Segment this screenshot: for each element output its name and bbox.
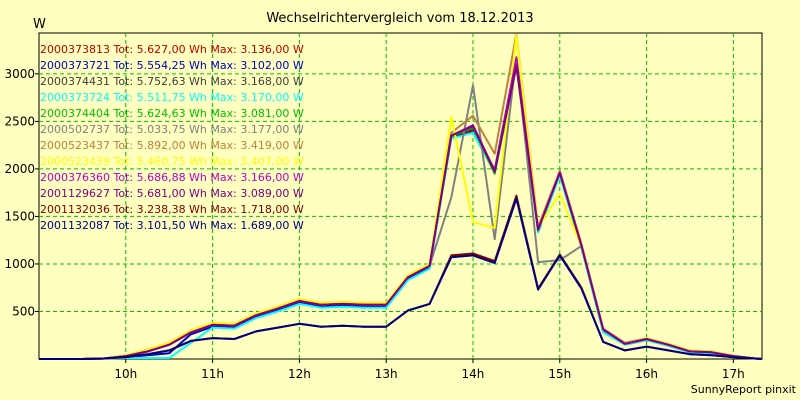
legend-entry: 2001132036 Tot: 3.238,38 Wh Max: 1.718,0…	[40, 203, 304, 216]
y-tick-label: 2500	[4, 114, 35, 128]
x-tick-label: 17h	[722, 367, 745, 381]
legend-entry: 2000373721 Tot: 5.554,25 Wh Max: 3.102,0…	[40, 59, 304, 72]
legend-entry: 2000373813 Tot: 5.627,00 Wh Max: 3.136,0…	[40, 43, 304, 56]
legend-entry: 2000374404 Tot: 5.624,63 Wh Max: 3.081,0…	[40, 107, 304, 120]
legend-entry: 2000376360 Tot: 5.686,88 Wh Max: 3.166,0…	[40, 171, 304, 184]
y-tick-label: 2000	[4, 162, 35, 176]
x-tick-label: 12h	[288, 367, 311, 381]
legend-entry: 2000502737 Tot: 5.033,75 Wh Max: 3.177,0…	[40, 123, 304, 136]
x-tick-label: 13h	[375, 367, 398, 381]
y-axis-label: W	[33, 17, 46, 32]
x-tick-label: 15h	[548, 367, 571, 381]
y-tick-label: 1500	[4, 209, 35, 223]
x-tick-label: 11h	[201, 367, 224, 381]
credit-label: SunnyReport pinxit	[690, 383, 796, 396]
legend: 2000373813 Tot: 5.627,00 Wh Max: 3.136,0…	[40, 42, 304, 234]
x-tick-label: 16h	[635, 367, 658, 381]
y-tick-label: 500	[12, 304, 35, 318]
series-line-12	[39, 197, 763, 360]
plot-area	[38, 32, 763, 360]
legend-entry: 2000523437 Tot: 5.892,00 Wh Max: 3.419,0…	[40, 139, 304, 152]
series-lines	[39, 33, 763, 360]
chart-title: Wechselrichtervergleich vom 18.12.2013	[266, 11, 534, 26]
x-tick-label: 14h	[462, 367, 485, 381]
legend-entry: 2001132087 Tot: 3.101,50 Wh Max: 1.689,0…	[40, 219, 304, 232]
y-tick-label: 1000	[4, 257, 35, 271]
x-tick-label: 10h	[114, 367, 137, 381]
legend-entry: 2000373724 Tot: 5.511,75 Wh Max: 3.170,0…	[40, 91, 304, 104]
legend-entry: 2001129627 Tot: 5.681,00 Wh Max: 3.089,0…	[40, 187, 304, 200]
legend-entry: 2000374431 Tot: 5.752,63 Wh Max: 3.168,0…	[40, 75, 304, 88]
x-axis: 10h 11h 12h 13h 14h 15h 16h 17h	[114, 359, 745, 381]
legend-entry: 2000523439 Tot: 5.460,75 Wh Max: 3.407,0…	[40, 155, 304, 168]
y-axis: 500 1000 1500 2000 2500 3000	[4, 67, 39, 318]
y-tick-label: 3000	[4, 67, 35, 81]
series-line-10	[39, 64, 763, 360]
